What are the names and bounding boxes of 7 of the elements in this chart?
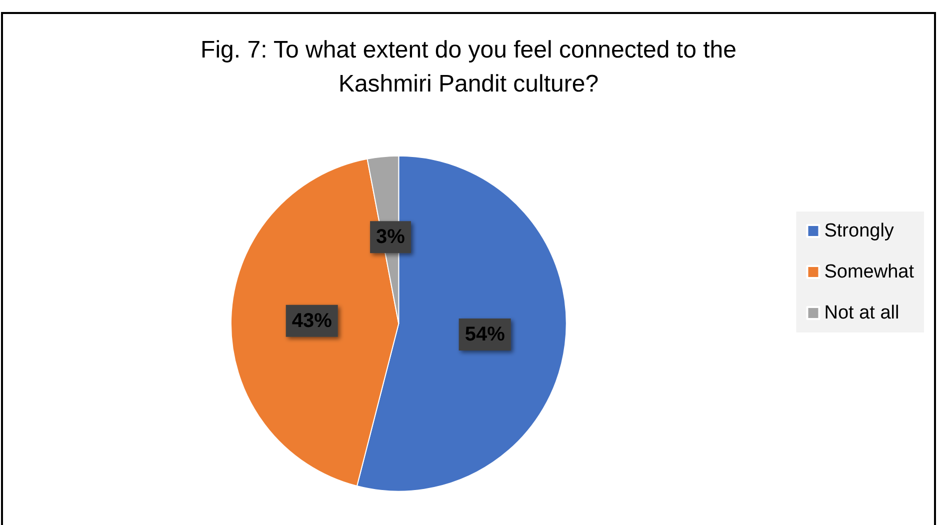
legend-label: Somewhat [824,262,915,282]
chart-title: Fig. 7: To what extent do you feel connected to the Kashmiri Pandit culture? [200,36,736,98]
data-label: 54% [464,323,506,346]
data-label: 43% [292,310,332,332]
legend-label: Not at all [824,302,900,324]
data-label: 3% [376,226,406,248]
legend-label: Strongly [824,220,894,242]
